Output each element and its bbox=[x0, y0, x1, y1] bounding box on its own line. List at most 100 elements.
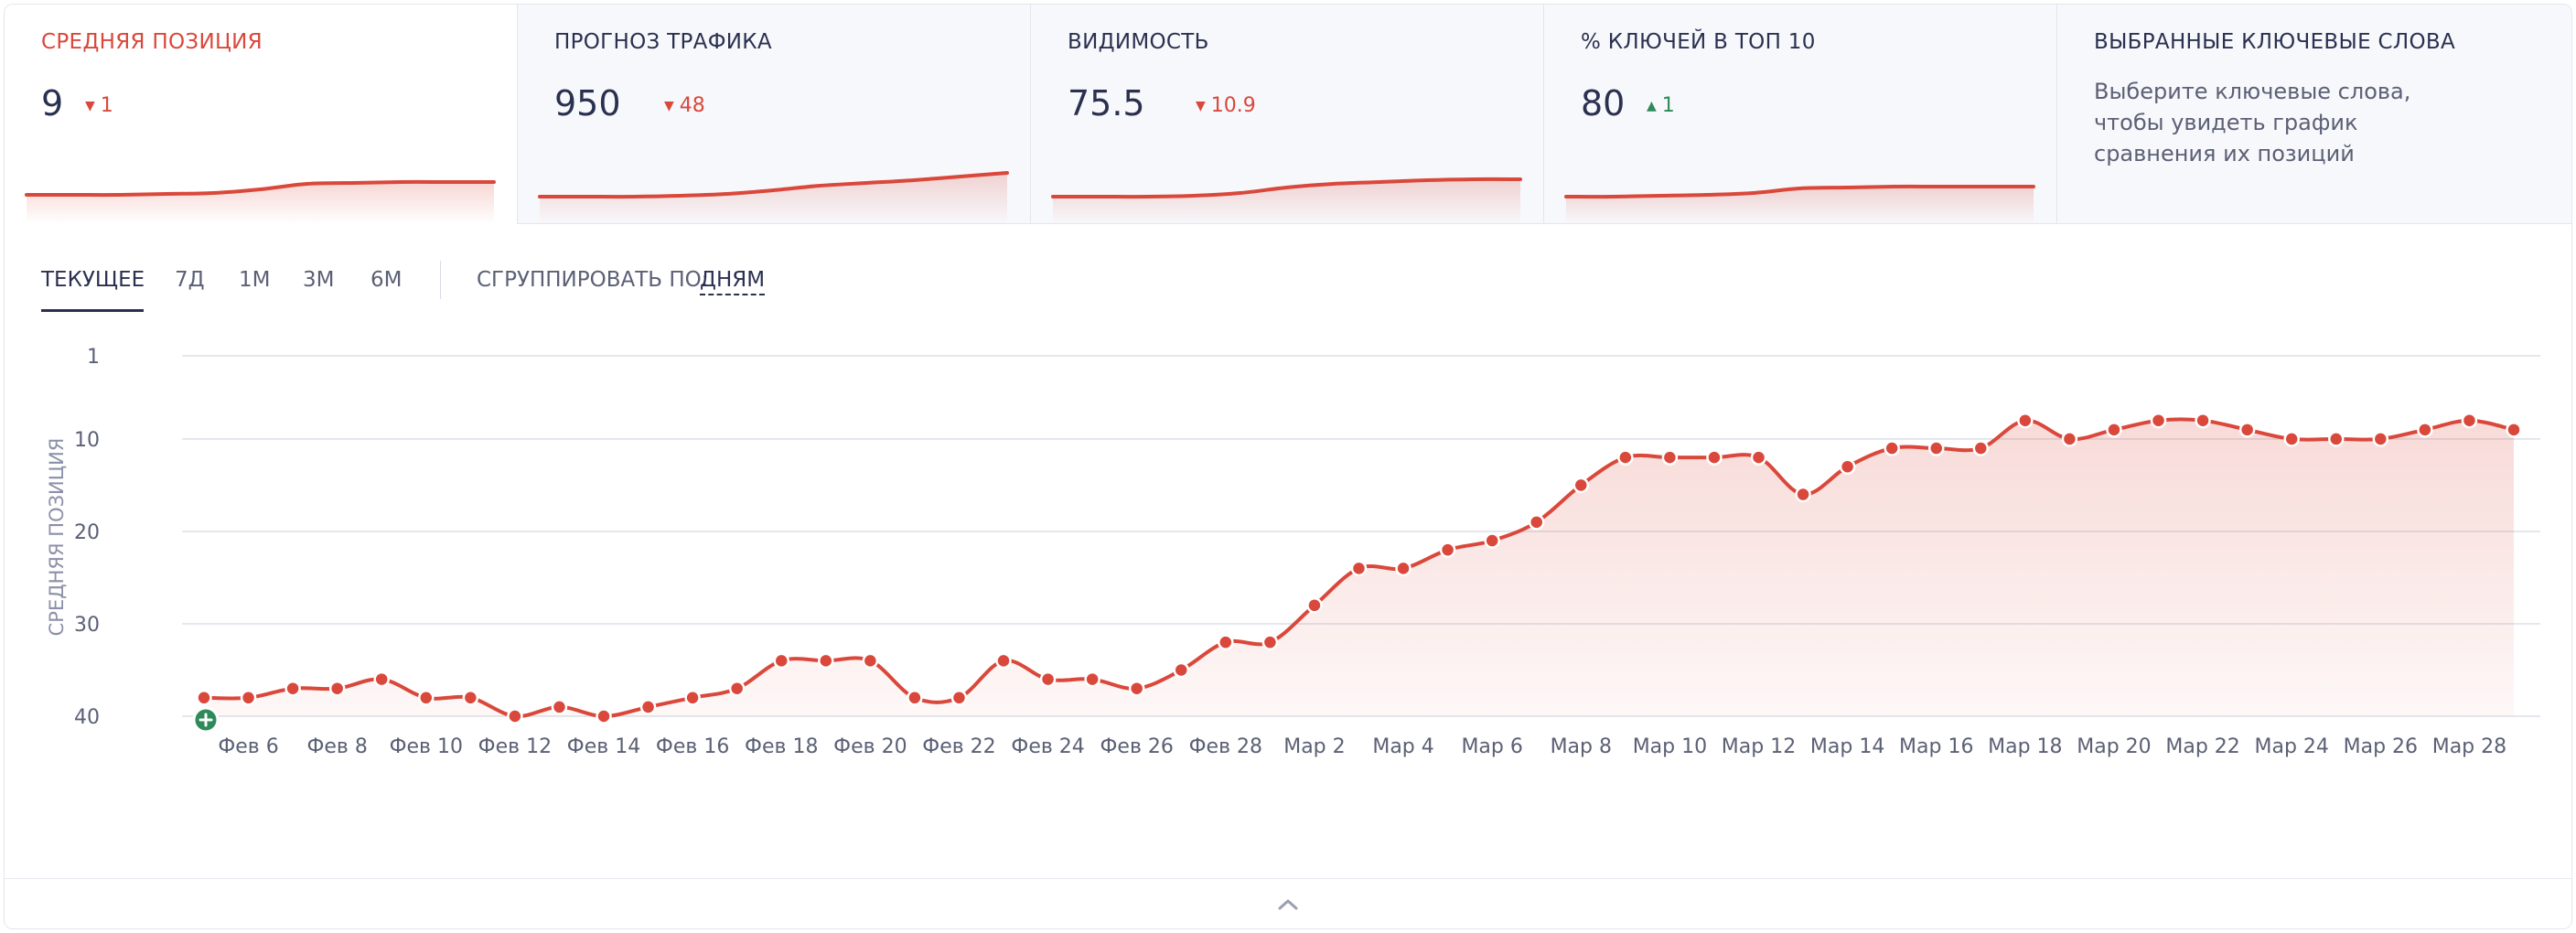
data-point bbox=[1795, 486, 1811, 503]
data-point bbox=[639, 699, 657, 715]
x-tick-label: Мар 10 bbox=[1633, 735, 1707, 758]
card-delta: ▼ 48 bbox=[664, 94, 705, 117]
data-point bbox=[1972, 440, 1990, 456]
data-point bbox=[373, 670, 390, 688]
card-visibility[interactable]: ВИДИМОСТЬ 75.5 ▼ 10.9 bbox=[1031, 5, 1544, 224]
delta-value: 1 bbox=[100, 94, 113, 117]
period-selected-underline bbox=[41, 309, 144, 312]
sparkline-area bbox=[1566, 186, 2034, 224]
arrow-up-icon: ▲ bbox=[1647, 99, 1657, 113]
y-tick-label: 30 bbox=[74, 614, 100, 637]
data-point bbox=[1750, 449, 1767, 466]
data-point bbox=[1261, 634, 1279, 650]
data-point bbox=[2238, 422, 2256, 438]
sparkline-line bbox=[1564, 184, 2035, 199]
period-3m[interactable]: 3М bbox=[303, 268, 335, 292]
data-point bbox=[1306, 597, 1323, 614]
sparkline bbox=[1564, 184, 2035, 224]
data-point bbox=[2150, 412, 2167, 429]
data-point bbox=[818, 652, 834, 670]
data-point bbox=[2283, 431, 2300, 447]
x-tick-label: Фев 18 bbox=[745, 735, 818, 758]
y-tick-label: 10 bbox=[74, 429, 100, 452]
data-point bbox=[2017, 412, 2034, 429]
x-tick-label: Фев 12 bbox=[478, 735, 552, 758]
x-tick-label: Фев 8 bbox=[306, 735, 367, 758]
data-point bbox=[1617, 449, 1634, 466]
chevron-up-icon[interactable] bbox=[1267, 886, 1309, 923]
sparkline-area bbox=[540, 173, 1007, 224]
card-value: 950 bbox=[554, 83, 621, 123]
card-delta: ▼ 1 bbox=[85, 94, 113, 117]
data-point bbox=[1039, 670, 1057, 688]
data-point bbox=[2061, 431, 2078, 447]
x-tick-label: Мар 22 bbox=[2165, 735, 2239, 758]
x-tick-label: Фев 22 bbox=[922, 735, 995, 758]
sparkline bbox=[538, 171, 1009, 224]
card-keys-top10[interactable]: % КЛЮЧЕЙ В ТОП 10 80 ▲ 1 bbox=[1544, 5, 2057, 224]
card-title: ВЫБРАННЫЕ КЛЮЧЕВЫЕ СЛОВА bbox=[2094, 30, 2456, 54]
data-point bbox=[1528, 514, 1545, 531]
period-current[interactable]: ТЕКУЩЕЕ bbox=[41, 268, 145, 292]
x-tick-label: Фев 6 bbox=[218, 735, 278, 758]
x-tick-label: Мар 18 bbox=[1988, 735, 2062, 758]
x-tick-label: Фев 26 bbox=[1100, 735, 1173, 758]
x-tick-label: Мар 6 bbox=[1461, 735, 1522, 758]
data-point bbox=[950, 690, 968, 706]
x-tick-label: Фев 20 bbox=[833, 735, 907, 758]
data-point bbox=[2328, 431, 2345, 447]
x-tick-label: Мар 8 bbox=[1551, 735, 1612, 758]
data-point bbox=[1928, 440, 1945, 456]
card-title: СРЕДНЯЯ ПОЗИЦИЯ bbox=[41, 30, 263, 54]
data-point bbox=[462, 690, 479, 706]
data-point bbox=[1084, 670, 1100, 688]
metric-cards: СРЕДНЯЯ ПОЗИЦИЯ 9 ▼ 1 ПРОГНОЗ ТРАФИКА 950… bbox=[5, 5, 2571, 224]
card-delta: ▼ 10.9 bbox=[1196, 94, 1256, 117]
data-point bbox=[2195, 412, 2211, 429]
chart-toolbar: ТЕКУЩЕЕ 7Д 1М 3М 6М СГРУППИРОВАТЬ ПО: ДН… bbox=[5, 252, 828, 312]
data-point bbox=[1661, 449, 1679, 466]
delta-value: 1 bbox=[1661, 94, 1675, 117]
x-tick-label: Фев 14 bbox=[567, 735, 640, 758]
data-point bbox=[862, 652, 879, 670]
data-point bbox=[1884, 440, 1900, 456]
sparkline-line bbox=[1051, 177, 1522, 199]
data-point bbox=[1173, 661, 1190, 679]
data-point bbox=[684, 690, 701, 706]
group-by-dropdown[interactable]: ДНЯМ bbox=[700, 268, 766, 295]
data-point bbox=[907, 690, 923, 706]
data-point bbox=[1484, 532, 1500, 549]
card-value: 80 bbox=[1581, 83, 1626, 123]
x-tick-label: Мар 16 bbox=[1899, 735, 1973, 758]
sparkline-line bbox=[538, 171, 1009, 199]
data-point bbox=[2372, 431, 2389, 447]
period-1m[interactable]: 1М bbox=[239, 268, 271, 292]
data-point bbox=[2417, 422, 2433, 438]
data-point bbox=[2506, 422, 2522, 438]
delta-value: 48 bbox=[679, 94, 705, 117]
sparkline bbox=[1051, 177, 1522, 224]
x-tick-label: Мар 28 bbox=[2432, 735, 2506, 758]
y-tick-label: 1 bbox=[87, 346, 100, 369]
data-point bbox=[2106, 422, 2122, 438]
position-chart: 1 10 20 30 40 СРЕДНЯЯ ПОЗИЦИЯ Фев 6 Фев 8 Фев 10… bbox=[46, 346, 2540, 758]
toolbar-divider bbox=[440, 261, 441, 299]
data-point bbox=[507, 708, 523, 724]
delta-value: 10.9 bbox=[1210, 94, 1256, 117]
period-7d[interactable]: 7Д bbox=[175, 268, 205, 292]
card-delta: ▲ 1 bbox=[1647, 94, 1675, 117]
card-title: % КЛЮЧЕЙ В ТОП 10 bbox=[1581, 30, 1816, 54]
card-traffic-forecast[interactable]: ПРОГНОЗ ТРАФИКА 950 ▼ 48 bbox=[518, 5, 1031, 224]
period-6m[interactable]: 6М bbox=[370, 268, 402, 292]
card-average-position[interactable]: СРЕДНЯЯ ПОЗИЦИЯ 9 ▼ 1 bbox=[5, 5, 518, 224]
data-point bbox=[196, 690, 212, 706]
dashboard-panel: СРЕДНЯЯ ПОЗИЦИЯ 9 ▼ 1 ПРОГНОЗ ТРАФИКА 950… bbox=[4, 4, 2572, 929]
y-tick-label: 20 bbox=[74, 521, 100, 544]
data-point bbox=[995, 652, 1012, 670]
card-selected-keywords[interactable]: ВЫБРАННЫЕ КЛЮЧЕВЫЕ СЛОВА Выберите ключев… bbox=[2057, 5, 2571, 224]
sparkline-line bbox=[25, 179, 496, 198]
x-tick-label: Мар 24 bbox=[2255, 735, 2329, 758]
y-axis-label: СРЕДНЯЯ ПОЗИЦИЯ bbox=[46, 438, 68, 637]
card-description: Выберите ключевые слова, чтобы увидеть г… bbox=[2094, 79, 2411, 166]
series-area bbox=[204, 419, 2514, 717]
